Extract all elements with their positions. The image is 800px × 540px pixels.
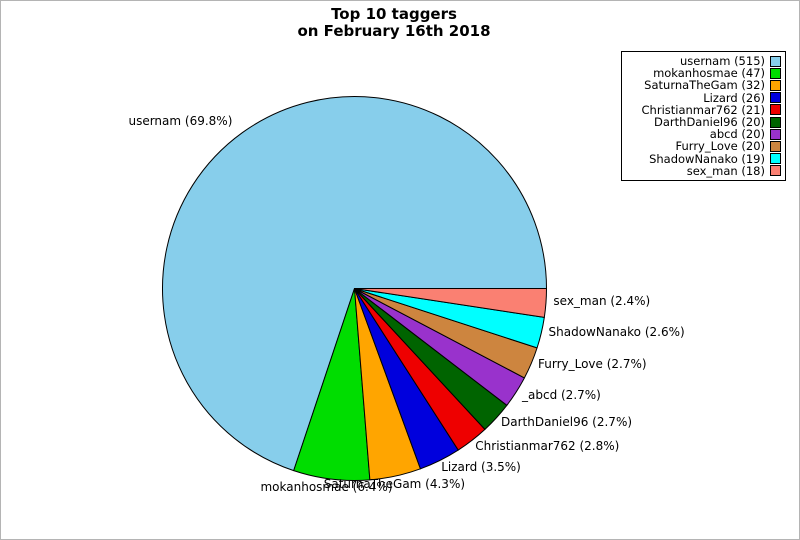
legend-row-DarthDaniel96: DarthDaniel96 (20) bbox=[626, 116, 781, 128]
legend-label-usernam: usernam (515) bbox=[680, 54, 765, 68]
legend-swatch-usernam bbox=[770, 55, 781, 67]
legend-row-ShadowNanako: ShadowNanako (19) bbox=[626, 151, 781, 166]
slice-label-_abcd: _abcd (2.7%) bbox=[522, 387, 601, 402]
slice-label-Furry_Love: Furry_Love (2.7%) bbox=[538, 357, 647, 372]
legend-row-sex_man: sex_man (18) bbox=[626, 163, 781, 178]
legend-row-_abcd: abcd (20) bbox=[626, 128, 781, 140]
slice-label-usernam: usernam (69.8%) bbox=[128, 113, 233, 128]
slice-label-SaturnaTheGam: SaturnaTheGam (4.3%) bbox=[323, 476, 466, 491]
pie-slice-usernam bbox=[162, 96, 547, 472]
slice-label-sex_man: sex_man (2.4%) bbox=[553, 293, 651, 308]
legend-row-SaturnaTheGam: SaturnaTheGam (32) bbox=[626, 78, 781, 93]
slice-label-mokanhosmae: mokanhosmae (6.4%) bbox=[260, 480, 393, 494]
legend-label-DarthDaniel96: DarthDaniel96 (20) bbox=[654, 114, 765, 129]
chart-title: Top 10 taggers on February 16th 2018 bbox=[1, 6, 787, 40]
legend-label-_abcd: abcd (20) bbox=[709, 127, 765, 142]
chart-title-line1: Top 10 taggers bbox=[331, 5, 457, 23]
legend-label-Christianmar762: Christianmar762 (21) bbox=[641, 102, 765, 117]
legend-swatch-Christianmar762 bbox=[770, 104, 781, 116]
legend-row-mokanhosmae: mokanhosmae (47) bbox=[626, 67, 781, 79]
pie-slice-sex_man bbox=[354, 288, 548, 318]
legend-label-SaturnaTheGam: SaturnaTheGam (32) bbox=[644, 78, 765, 93]
legend-row-Furry_Love: Furry_Love (20) bbox=[626, 139, 781, 154]
legend-swatch-DarthDaniel96 bbox=[770, 116, 781, 128]
legend-swatch-Lizard bbox=[770, 92, 781, 104]
legend-swatch-_abcd bbox=[770, 128, 781, 140]
chart-title-line2: on February 16th 2018 bbox=[297, 22, 491, 40]
slice-label-ShadowNanako: ShadowNanako (2.6%) bbox=[548, 325, 685, 340]
slice-label-Lizard: Lizard (3.5%) bbox=[441, 460, 521, 475]
legend-label-mokanhosmae: mokanhosmae (47) bbox=[653, 66, 765, 81]
legend: usernam (515) mokanhosmae (47) SaturnaTheG… bbox=[621, 51, 786, 181]
legend-swatch-SaturnaTheGam bbox=[770, 79, 781, 91]
legend-row-usernam: usernam (515) bbox=[626, 55, 781, 67]
legend-label-Lizard: Lizard (26) bbox=[703, 90, 765, 105]
slice-label-DarthDaniel96: DarthDaniel96 (2.7%) bbox=[501, 415, 633, 430]
legend-row-Lizard: Lizard (26) bbox=[626, 90, 781, 105]
legend-swatch-Furry_Love bbox=[770, 140, 781, 152]
legend-swatch-sex_man bbox=[770, 165, 781, 177]
legend-row-Christianmar762: Christianmar762 (21) bbox=[626, 104, 781, 116]
legend-swatch-mokanhosmae bbox=[770, 67, 781, 79]
legend-label-Furry_Love: Furry_Love (20) bbox=[675, 139, 765, 154]
legend-swatch-ShadowNanako bbox=[770, 153, 781, 165]
legend-label-sex_man: sex_man (18) bbox=[686, 163, 765, 178]
legend-label-ShadowNanako: ShadowNanako (19) bbox=[649, 151, 765, 166]
slice-label-Christianmar762: Christianmar762 (2.8%) bbox=[475, 439, 620, 453]
